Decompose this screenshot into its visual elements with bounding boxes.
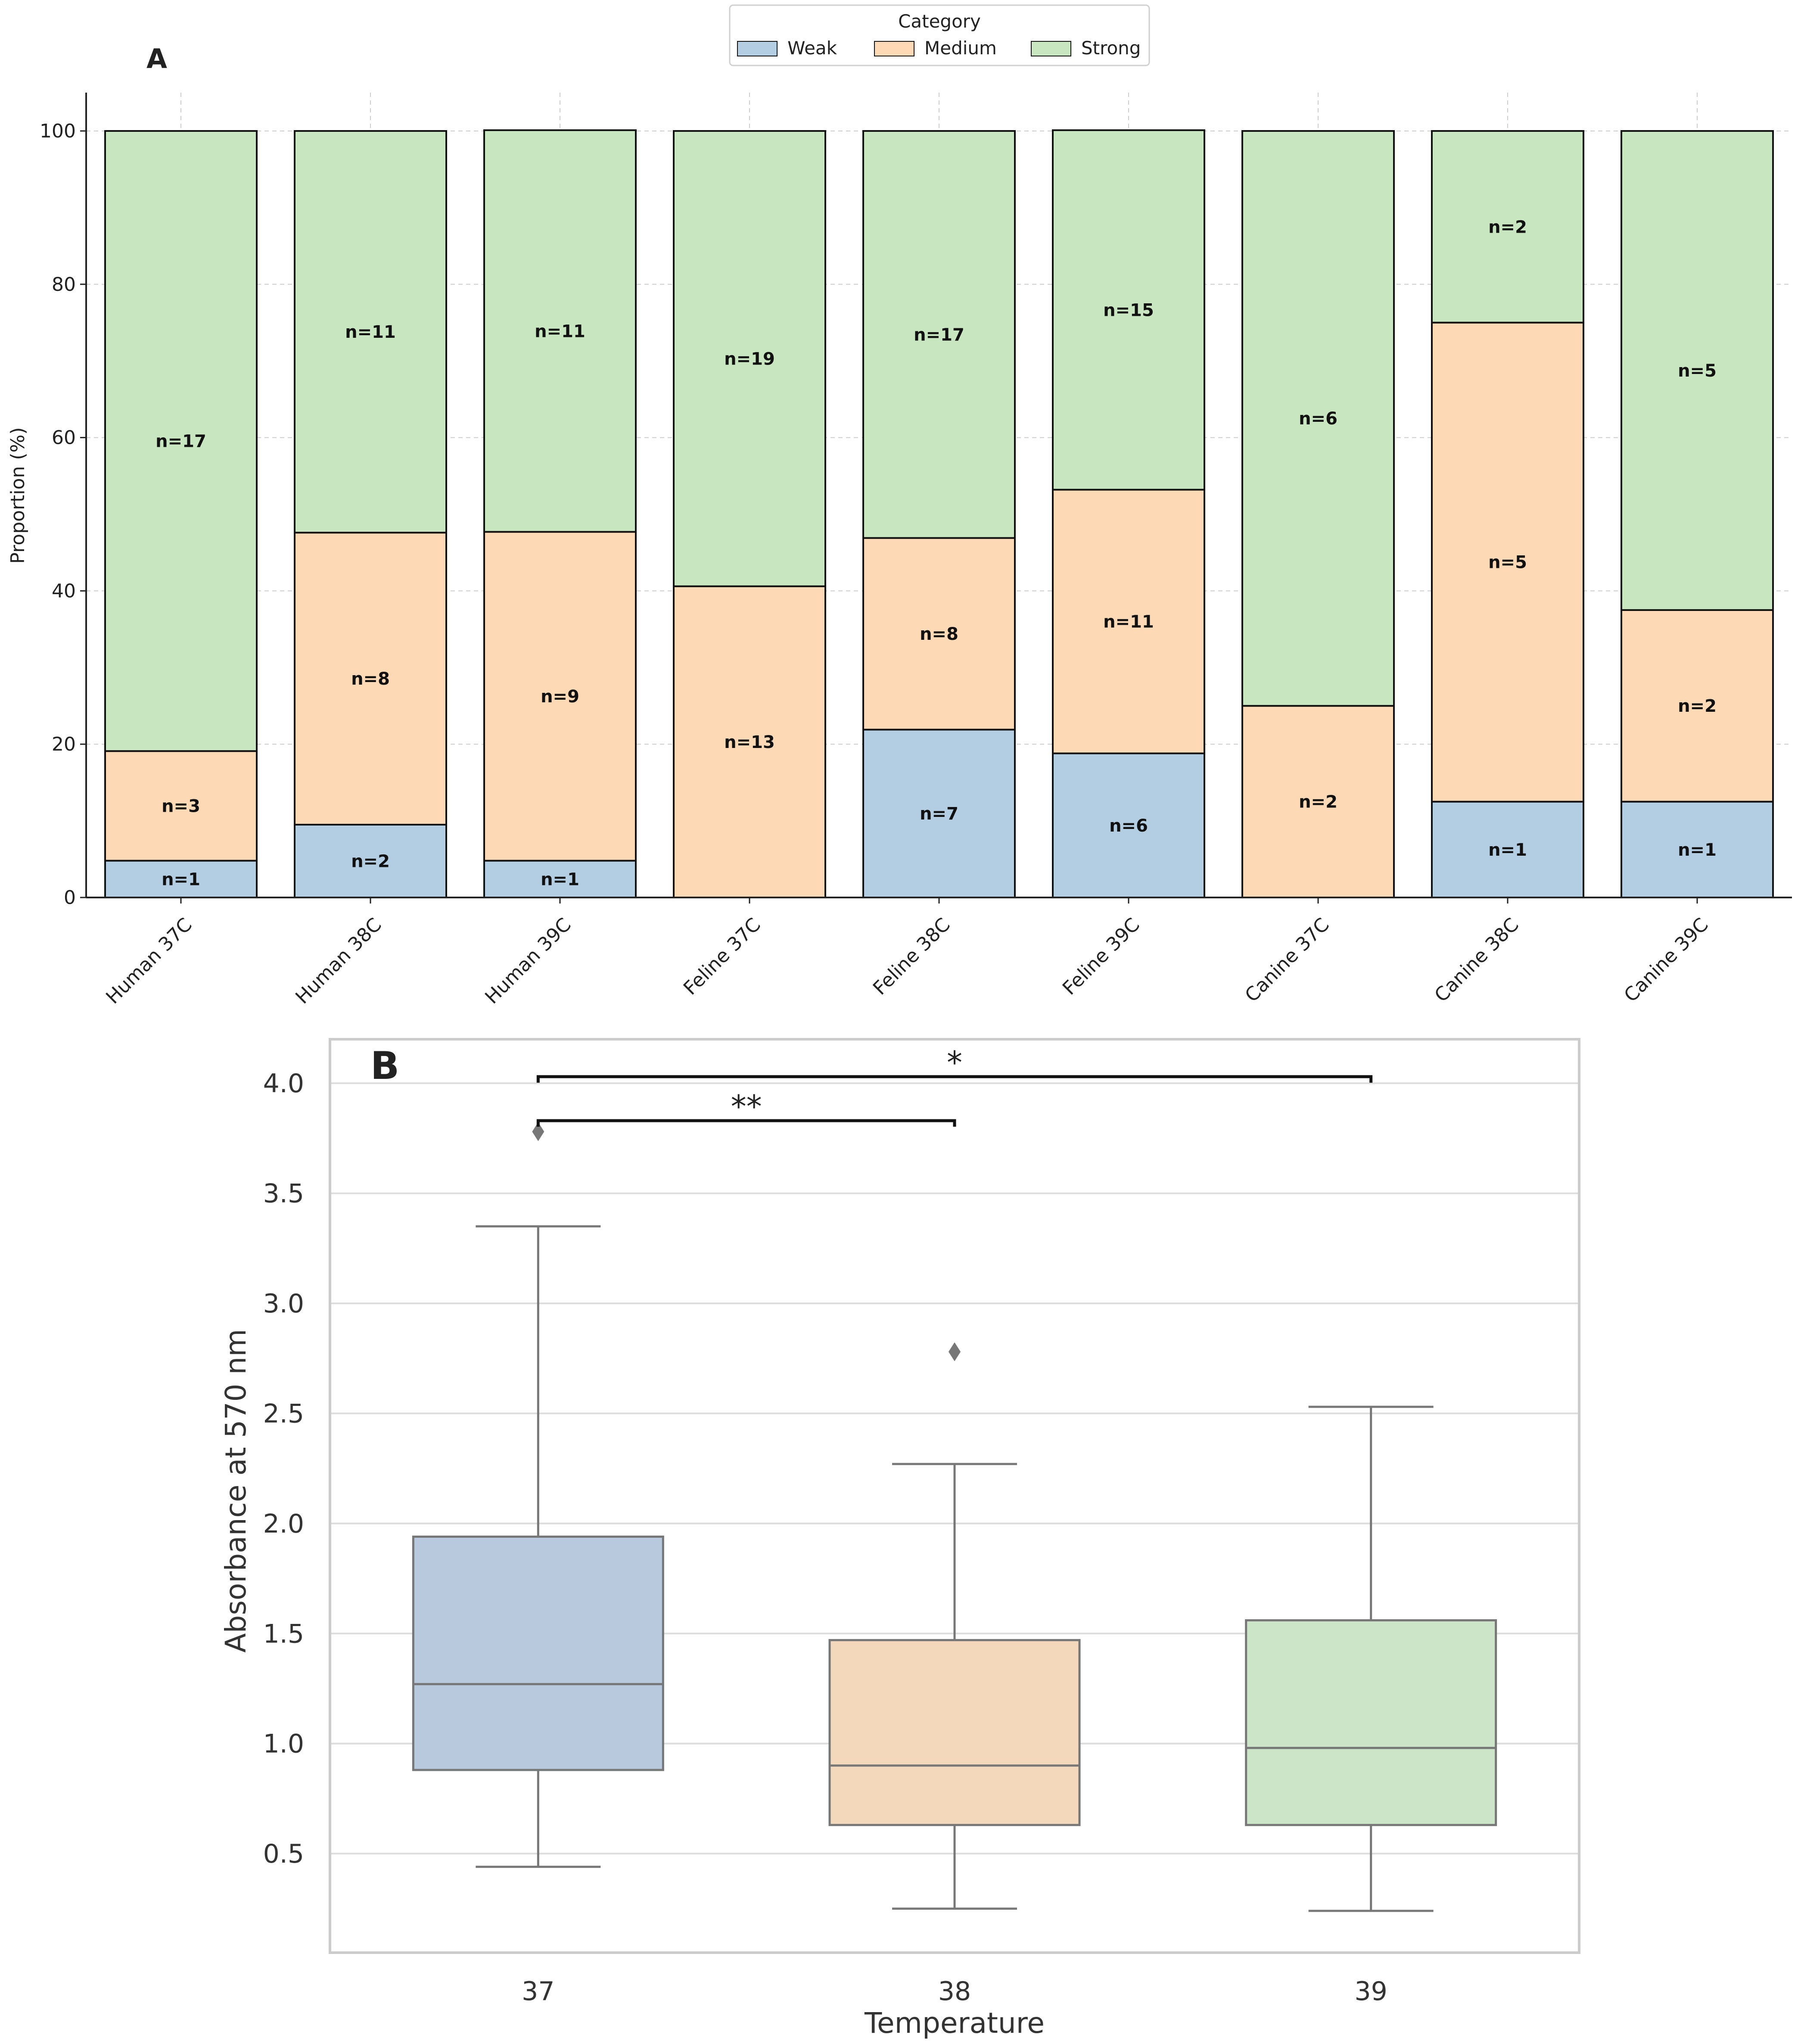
bar-segment-weak	[862, 729, 1016, 898]
box-iqr	[1245, 1619, 1497, 1826]
box-iqr	[412, 1536, 664, 1771]
y-tick-label: 3.5	[263, 1179, 304, 1209]
panel-b-x-axis-title: Temperature	[864, 2007, 1045, 2040]
panel-b-box-plot: *** 0.51.01.52.02.53.03.54.0 37 38 39 Abso…	[219, 1038, 1580, 2040]
y-tick-label: 2.5	[263, 1399, 304, 1429]
bar-segment-strong	[294, 130, 447, 534]
y-tick-label: 2.0	[263, 1509, 304, 1539]
y-tick-label: 0	[64, 887, 76, 909]
legend-swatch-strong	[1031, 41, 1071, 56]
panel-a-bar-labels: n=1 n=3 n=17 n=2 n=8 n=11 n=1 n=9 n=11 n=13 n=19 n=…	[156, 217, 1717, 889]
bar-segment-medium	[1241, 705, 1395, 898]
y-tick-label: 1.5	[263, 1619, 304, 1649]
panel-a-bars	[104, 129, 1774, 898]
bar-count-label: n=1	[1678, 840, 1717, 860]
bar-segment-medium	[862, 537, 1016, 731]
significance-bracket	[536, 1075, 1373, 1083]
bar-segment-medium	[1431, 321, 1584, 803]
bar-segment-weak	[1052, 752, 1205, 898]
bar-segment-strong	[673, 130, 826, 587]
bar-count-label: n=5	[1678, 361, 1717, 381]
panel-b-frame	[329, 1038, 1580, 1954]
panel-b-boxes	[412, 1122, 1497, 1912]
bar-segment-medium	[104, 750, 258, 862]
legend-title: Category	[898, 11, 981, 32]
bar-count-label: n=2	[1678, 696, 1717, 716]
bar-count-label: n=8	[920, 624, 958, 644]
bar-count-label: n=19	[724, 349, 775, 369]
bar-segment-weak	[1431, 801, 1584, 898]
bar-segment-strong	[1431, 130, 1584, 324]
panel-b-label: B	[370, 1044, 399, 1088]
bar-segment-medium	[483, 531, 637, 862]
x-tick-label: 39	[1354, 1976, 1387, 2007]
panel-a-y-axis-title: Proportion (%)	[7, 427, 29, 564]
bar-segment-strong	[1621, 130, 1774, 611]
bar-segment-weak	[1621, 801, 1774, 898]
y-tick-label: 3.0	[263, 1289, 304, 1319]
legend-swatch-medium	[874, 41, 914, 56]
bar-count-label: n=13	[724, 732, 775, 752]
legend-label-strong: Strong	[1081, 37, 1141, 59]
bar-count-label: n=11	[1103, 612, 1154, 632]
significance-label: **	[731, 1088, 762, 1125]
bar-count-label: n=17	[914, 325, 964, 345]
bar-count-label: n=15	[1103, 300, 1154, 320]
y-tick-label: 1.0	[263, 1729, 304, 1759]
bar-count-label: n=3	[162, 796, 200, 816]
bar-segment-strong	[1241, 130, 1395, 707]
legend-swatch-weak	[737, 41, 778, 56]
bar-count-label: n=8	[351, 669, 390, 689]
bar-segment-medium	[1621, 609, 1774, 803]
bar-count-label: n=2	[1488, 217, 1527, 237]
bar-count-label: n=6	[1109, 816, 1148, 836]
bar-count-label: n=9	[541, 687, 579, 707]
bar-count-label: n=1	[1488, 840, 1527, 860]
outlier-point	[949, 1342, 961, 1362]
box-iqr	[828, 1639, 1081, 1826]
panel-b-y-axis-title: Absorbance at 570 nm	[219, 1329, 252, 1652]
bar-count-label: n=11	[535, 321, 585, 341]
bar-count-label: n=17	[156, 432, 206, 452]
panel-a-y-ticks: 0 20 40 60 80 100	[40, 120, 86, 909]
panel-b-significance: ***	[536, 1044, 1373, 1127]
y-tick-label: 20	[52, 733, 76, 755]
legend-label-medium: Medium	[924, 37, 997, 59]
panel-a-legend: Category Weak Medium Strong	[729, 4, 1150, 66]
bar-count-label: n=7	[920, 804, 958, 824]
outlier-point	[532, 1122, 544, 1141]
bar-segment-strong	[1052, 129, 1205, 491]
bar-count-label: n=2	[351, 851, 390, 871]
bar-segment-medium	[294, 532, 447, 826]
bar-count-label: n=5	[1488, 553, 1527, 573]
bar-segment-strong	[483, 129, 637, 533]
bar-count-label: n=11	[345, 322, 396, 342]
bar-count-label: n=2	[1299, 792, 1338, 812]
significance-label: *	[947, 1044, 962, 1081]
bar-segment-weak	[104, 860, 258, 898]
y-tick-label: 0.5	[263, 1839, 304, 1869]
bar-segment-medium	[1052, 489, 1205, 754]
bar-count-label: n=6	[1299, 409, 1338, 429]
y-tick-label: 60	[52, 427, 76, 449]
bar-segment-strong	[104, 130, 258, 752]
bar-count-label: n=1	[162, 869, 200, 889]
x-tick-label: 38	[938, 1976, 971, 2007]
bar-segment-weak	[483, 860, 637, 898]
bar-segment-medium	[673, 585, 826, 898]
y-tick-label: 80	[52, 274, 76, 296]
x-tick-label: 37	[522, 1976, 554, 2007]
panel-a-label: A	[146, 43, 167, 75]
y-tick-label: 40	[52, 580, 76, 602]
significance-bracket	[536, 1119, 956, 1127]
legend-label-weak: Weak	[787, 37, 837, 59]
panel-b-y-ticks: 0.5 1.0 1.5 2.0 2.5 3.0 3.5 4.0	[263, 1069, 304, 1869]
y-tick-label: 100	[40, 120, 76, 142]
bar-segment-strong	[862, 130, 1016, 539]
bar-count-label: n=1	[541, 869, 579, 889]
panel-b-x-ticks: 37 38 39	[522, 1976, 1387, 2007]
y-tick-label: 4.0	[263, 1069, 304, 1099]
